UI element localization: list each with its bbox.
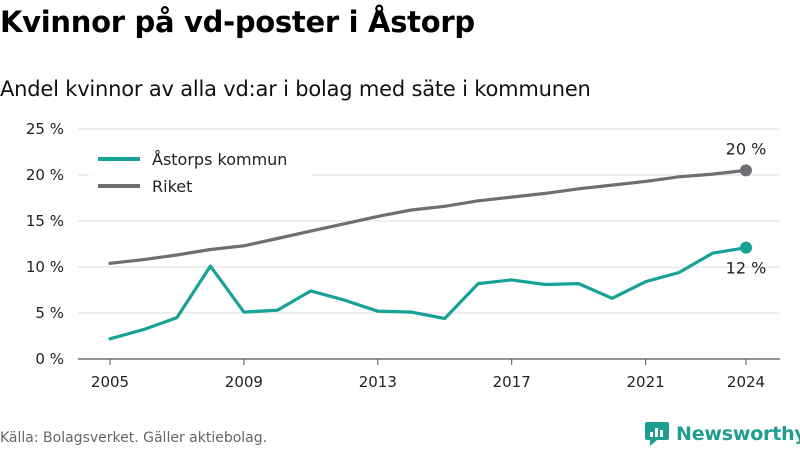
chart-subtitle: Andel kvinnor av alla vd:ar i bolag med … <box>0 77 591 101</box>
x-tick-label: 2021 <box>626 373 664 391</box>
series-line-riket <box>108 168 748 265</box>
y-tick-label: 15 % <box>26 212 64 230</box>
x-axis: 2005 2009 2013 2017 2021 2024 <box>91 359 765 391</box>
y-tick-label: 10 % <box>26 258 64 276</box>
brand-name: Newsworthy <box>676 423 800 445</box>
end-point-riket <box>740 164 752 177</box>
line-chart: 0 %5 %10 %15 %20 %25 % 2005 2009 2013 2017 2… <box>26 120 780 391</box>
source-note: Källa: Bolagsverket. Gäller aktiebolag. <box>0 430 268 446</box>
newsworthy-logo-icon <box>645 422 669 446</box>
x-tick-label: 2009 <box>225 373 263 391</box>
end-label-riket: 20 % <box>726 139 767 158</box>
y-axis: 0 % 5 % 10 % 15 % 20 % 25 % <box>26 120 64 368</box>
x-tick-label: 2017 <box>493 373 531 391</box>
series-group: 12 % 20 % <box>108 139 767 341</box>
y-tick-label: 25 % <box>26 120 64 138</box>
end-point-astorp <box>740 241 752 254</box>
y-tick-label: 0 % <box>35 350 64 368</box>
legend-label-astorp: Åstorps kommun <box>152 150 287 169</box>
y-tick-label: 20 % <box>26 166 64 184</box>
x-tick-label: 2013 <box>359 373 397 391</box>
x-tick-label: 2005 <box>91 373 129 391</box>
legend-label-riket: Riket <box>152 177 192 196</box>
x-tick-label: 2024 <box>727 373 765 391</box>
legend-background <box>89 144 313 206</box>
end-label-astorp: 12 % <box>726 259 767 278</box>
legend: Åstorps kommun Riket <box>89 144 313 206</box>
brand: Newsworthy <box>644 419 800 449</box>
chart-title: Kvinnor på vd-poster i Åstorp <box>0 5 475 39</box>
series-line-astorp <box>108 246 748 341</box>
y-tick-label: 5 % <box>35 304 64 322</box>
